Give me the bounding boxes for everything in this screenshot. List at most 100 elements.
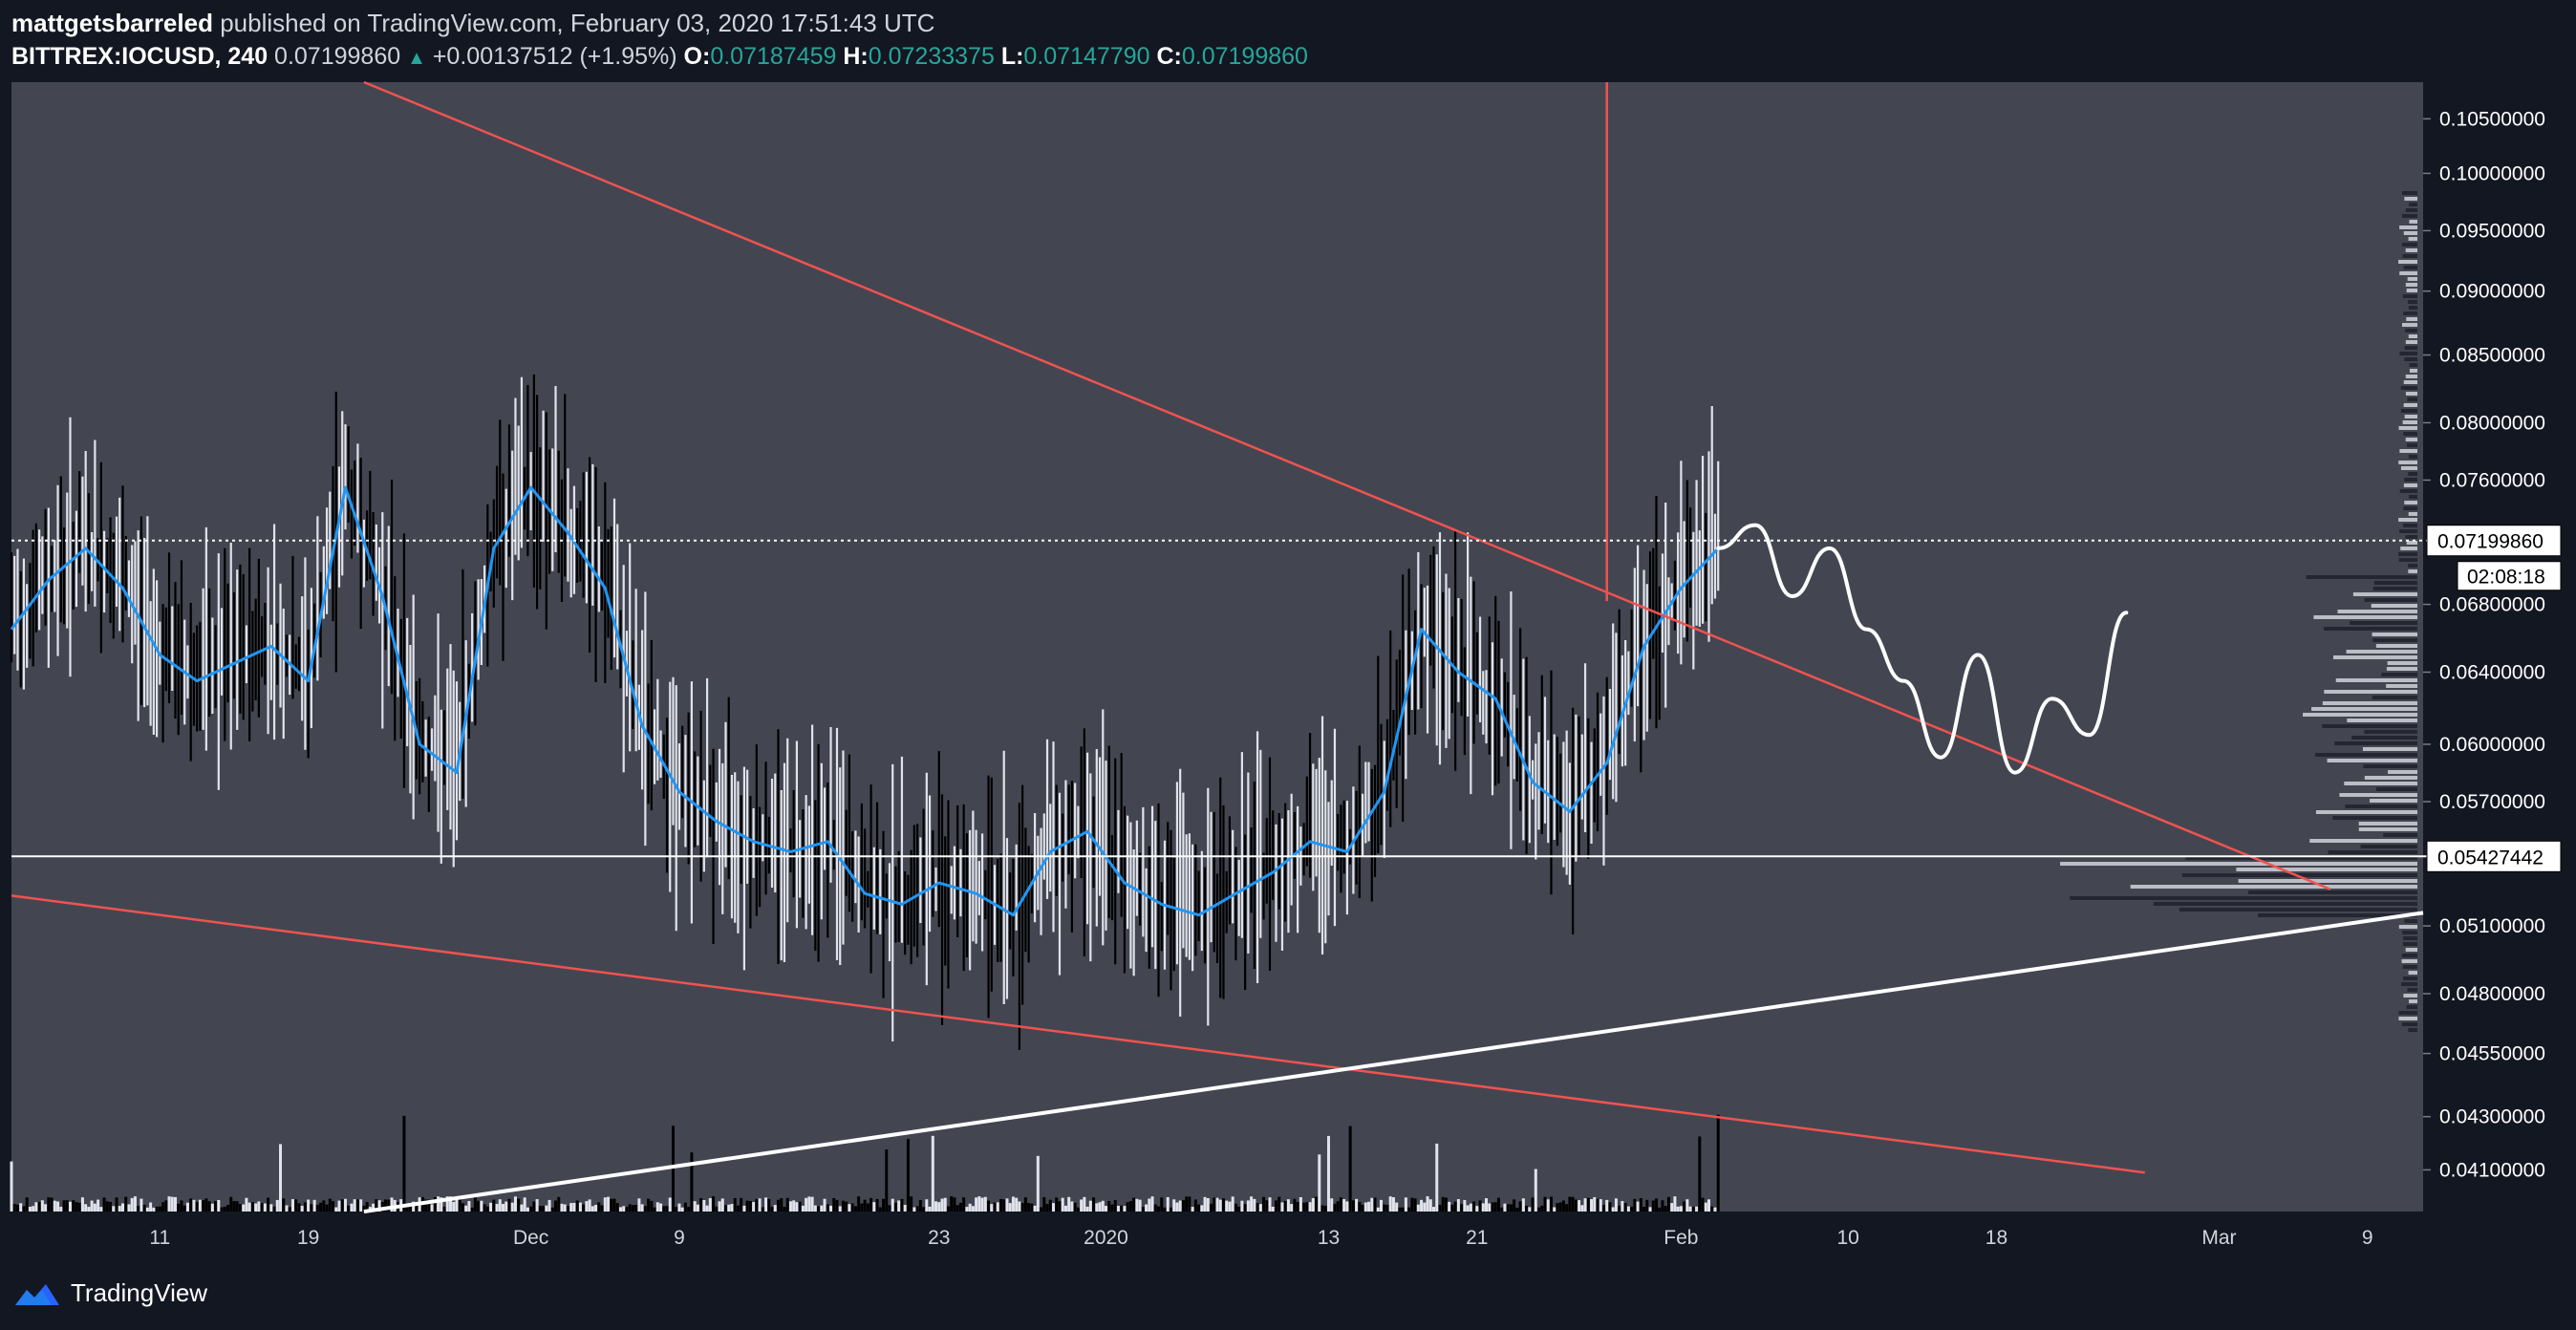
volume-bar [1318, 1154, 1321, 1212]
volume-bar [37, 1201, 41, 1212]
volume-bar [142, 1204, 146, 1212]
volume-profile-bar [2406, 541, 2417, 545]
volume-bar [980, 1197, 984, 1212]
volume-bar [1688, 1206, 1692, 1212]
publish-info: published on TradingView.com, February 0… [212, 9, 935, 37]
volume-bar [718, 1201, 721, 1212]
symbol-name[interactable]: BITTREX:IOCUSD [11, 43, 215, 70]
volume-bar [1351, 1200, 1355, 1212]
volume-bar [1197, 1204, 1201, 1212]
volume-profile-bar [2406, 289, 2417, 292]
volume-bar [1339, 1197, 1342, 1212]
volume-bar [1011, 1196, 1015, 1212]
volume-bar [1206, 1197, 1210, 1212]
volume-bar [502, 1204, 505, 1212]
volume-bar [1258, 1204, 1262, 1212]
volume-bar [523, 1197, 526, 1212]
volume-bar [340, 1199, 344, 1212]
volume-bar [50, 1197, 54, 1212]
footer: TradingView [13, 1278, 207, 1308]
volume-bar [928, 1206, 932, 1212]
volume-profile-bar [2408, 512, 2417, 516]
volume-bar [529, 1206, 533, 1212]
tradingview-logo-icon [15, 1283, 59, 1305]
volume-profile-bar [2181, 873, 2417, 877]
volume-bar [433, 1197, 437, 1212]
volume-bar [1503, 1203, 1507, 1212]
volume-bar [1561, 1200, 1565, 1212]
volume-bar [1695, 1206, 1699, 1212]
volume-bar [983, 1196, 987, 1212]
volume-profile-bar [2386, 667, 2417, 671]
plot-area[interactable] [11, 82, 2423, 1257]
volume-bar [467, 1201, 471, 1212]
volume-bar [359, 1199, 363, 1212]
price-tick-label: 0.05100000 [2439, 915, 2545, 937]
price-axis[interactable] [2423, 82, 2565, 1257]
volume-bar [1614, 1198, 1618, 1212]
price-tick-label: 0.04550000 [2439, 1043, 2545, 1065]
volume-bar [761, 1207, 764, 1212]
author-name[interactable]: mattgetsbarreled [11, 9, 213, 37]
volume-bar [1630, 1206, 1634, 1212]
volume-bar [557, 1196, 561, 1212]
volume-bar [1178, 1200, 1182, 1212]
volume-profile-bar [2409, 220, 2417, 224]
volume-bar [1493, 1202, 1497, 1212]
time-tick-label: 18 [1986, 1227, 2007, 1249]
volume-bar [1601, 1205, 1605, 1212]
volume-bar [748, 1200, 752, 1212]
volume-bar [343, 1198, 347, 1212]
volume-bar [610, 1198, 613, 1212]
price-tick-label: 0.06800000 [2439, 594, 2545, 616]
volume-bar [65, 1200, 69, 1212]
volume-bar [1534, 1169, 1537, 1212]
volume-bar [925, 1199, 929, 1212]
volume-profile-bar [2328, 850, 2417, 854]
volume-bar [998, 1199, 1002, 1212]
volume-bar [483, 1204, 486, 1212]
volume-bar [267, 1197, 270, 1212]
volume-bar [1556, 1203, 1559, 1212]
volume-bar [1076, 1207, 1080, 1212]
volume-bar [238, 1204, 242, 1212]
volume-bar [702, 1199, 706, 1212]
volume-bar [1163, 1207, 1167, 1212]
volume-bar [1506, 1204, 1510, 1212]
volume-profile-bar [2401, 191, 2417, 195]
volume-bar [1225, 1200, 1229, 1212]
volume-bar [1651, 1200, 1655, 1212]
volume-bar [578, 1202, 582, 1212]
volume-bar [77, 1202, 81, 1212]
volume-profile-bar [2364, 776, 2417, 780]
volume-bar [1085, 1206, 1089, 1212]
volume-profile-bar [2405, 329, 2417, 332]
volume-profile-bar [2399, 225, 2417, 229]
volume-bar [510, 1202, 514, 1212]
volume-bar [826, 1204, 829, 1212]
time-axis[interactable] [11, 1212, 2423, 1257]
volume-bar [1051, 1203, 1055, 1212]
volume-profile-bar [2322, 701, 2417, 705]
volume-bar [1395, 1202, 1399, 1212]
volume-bar [1172, 1199, 1176, 1212]
volume-profile-bar [2373, 581, 2417, 585]
volume-bar [1274, 1200, 1277, 1212]
volume-profile-bar [2358, 827, 2417, 831]
volume-bar [542, 1206, 546, 1212]
volume-bar [1466, 1205, 1470, 1212]
tradingview-brand[interactable]: TradingView [71, 1278, 208, 1307]
volume-bar [59, 1207, 63, 1212]
volume-bar [1398, 1207, 1402, 1212]
volume-bar [634, 1204, 638, 1212]
price-tick-label: 0.04800000 [2439, 983, 2545, 1005]
volume-profile-bar [2401, 323, 2417, 327]
volume-bar [22, 1206, 26, 1212]
volume-bar [755, 1198, 759, 1212]
volume-profile-bar [2339, 793, 2417, 797]
volume-bar [1073, 1202, 1077, 1212]
volume-bar [44, 1204, 48, 1212]
volume-bar [1148, 1198, 1151, 1212]
volume-bar [1636, 1201, 1640, 1212]
